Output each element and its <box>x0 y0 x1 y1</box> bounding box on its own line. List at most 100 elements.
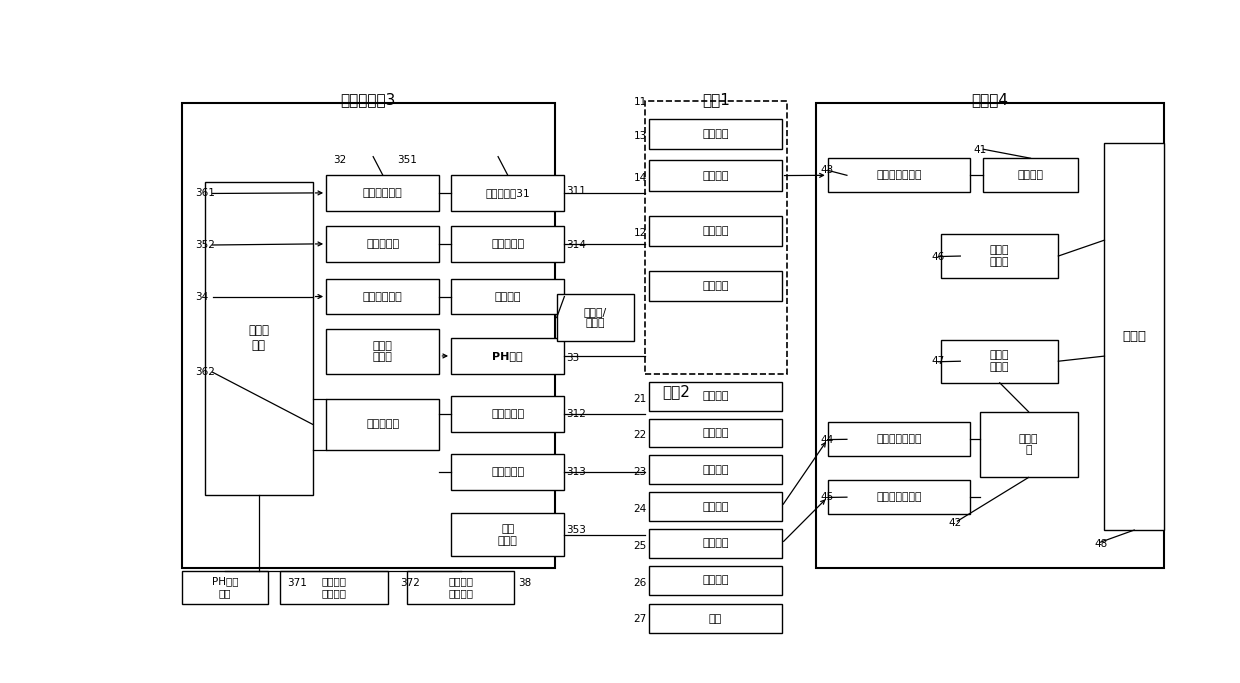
Bar <box>557 294 634 341</box>
Bar <box>649 566 781 595</box>
Text: 无线数据
上传模块: 无线数据 上传模块 <box>448 576 474 598</box>
Text: 第三入液口: 第三入液口 <box>491 466 525 477</box>
Bar <box>649 270 781 301</box>
Bar <box>451 175 564 211</box>
Text: 33: 33 <box>567 352 579 363</box>
Text: 第三光纤耦合器: 第三光纤耦合器 <box>877 492 921 502</box>
Text: 第一龙骨: 第一龙骨 <box>702 226 729 236</box>
Bar <box>816 103 1164 568</box>
Text: 第二光
源: 第二光 源 <box>1019 434 1038 456</box>
Text: 26: 26 <box>634 578 647 587</box>
Text: 第一入液口: 第一入液口 <box>491 239 525 249</box>
Text: 出口接口: 出口接口 <box>495 292 521 301</box>
Text: 34: 34 <box>196 292 208 301</box>
Bar <box>326 329 439 374</box>
Bar <box>649 456 781 484</box>
Text: 第二基体: 第二基体 <box>702 391 729 401</box>
Text: 312: 312 <box>567 409 587 419</box>
Text: 第一基体: 第一基体 <box>702 129 729 139</box>
Text: 351: 351 <box>397 155 417 165</box>
Text: PH报警
电路: PH报警 电路 <box>212 576 238 598</box>
Text: 第二光纤耦合器: 第二光纤耦合器 <box>877 434 921 445</box>
Bar <box>649 419 781 447</box>
Text: 48: 48 <box>1095 539 1109 548</box>
Text: 353: 353 <box>567 525 587 535</box>
Text: 第二导管: 第二导管 <box>702 428 729 438</box>
Text: 27: 27 <box>634 615 647 624</box>
Text: 371: 371 <box>288 578 308 587</box>
Text: 第一液位开关: 第一液位开关 <box>363 188 403 198</box>
Bar <box>451 279 564 314</box>
Text: 唾液监测仪3: 唾液监测仪3 <box>341 92 396 107</box>
Text: PH电极: PH电极 <box>492 351 523 361</box>
Text: 352: 352 <box>196 240 216 250</box>
Bar <box>326 175 439 211</box>
Bar <box>649 161 781 191</box>
Text: 工控机: 工控机 <box>1122 331 1146 344</box>
Text: 24: 24 <box>634 504 647 514</box>
Bar <box>182 571 268 604</box>
Bar <box>983 158 1078 193</box>
Text: 23: 23 <box>634 467 647 477</box>
Text: 单片机
电路: 单片机 电路 <box>248 324 269 352</box>
Text: 45: 45 <box>820 492 833 503</box>
Bar <box>941 339 1058 382</box>
Bar <box>1105 143 1164 530</box>
Text: 第一光源: 第一光源 <box>1018 170 1044 180</box>
Text: 32: 32 <box>332 155 346 165</box>
Bar <box>182 103 554 568</box>
Bar <box>649 382 781 410</box>
Text: 第一驱
动电源: 第一驱 动电源 <box>990 245 1009 267</box>
Text: 43: 43 <box>820 165 833 176</box>
Bar <box>828 158 970 193</box>
Text: 44: 44 <box>820 434 833 445</box>
Bar <box>649 492 781 521</box>
Bar <box>828 422 970 456</box>
Text: 22: 22 <box>634 430 647 441</box>
Bar <box>407 571 515 604</box>
Text: 第一导管: 第一导管 <box>702 281 729 291</box>
Text: 第二液位开关: 第二液位开关 <box>363 292 403 301</box>
Text: 第二光纤: 第二光纤 <box>702 501 729 512</box>
Bar <box>980 412 1078 477</box>
Text: 46: 46 <box>931 251 945 262</box>
Bar <box>649 119 781 150</box>
Bar <box>828 480 970 514</box>
Text: 第三导管: 第三导管 <box>702 465 729 475</box>
Text: 第二龙骨: 第二龙骨 <box>702 575 729 585</box>
Text: 313: 313 <box>567 467 587 477</box>
Bar <box>941 234 1058 277</box>
Bar <box>645 101 787 374</box>
Text: 滤波放
大电路: 滤波放 大电路 <box>373 341 393 362</box>
Bar <box>205 182 312 494</box>
Text: 41: 41 <box>973 145 987 155</box>
Text: 42: 42 <box>949 518 962 528</box>
Bar <box>326 279 439 314</box>
Text: 12: 12 <box>634 228 647 238</box>
Text: 第一光纤耦合器: 第一光纤耦合器 <box>877 170 921 180</box>
Bar <box>326 226 439 262</box>
Text: 注射器/
真空泵: 注射器/ 真空泵 <box>584 307 606 329</box>
Bar <box>649 529 781 558</box>
Text: 13: 13 <box>634 130 647 141</box>
Text: 唾液流率
报警电路: 唾液流率 报警电路 <box>321 576 346 598</box>
Text: 362: 362 <box>196 367 216 377</box>
Bar <box>451 396 564 432</box>
Text: 舌托1: 舌托1 <box>702 92 730 107</box>
Text: 第二驱
动电源: 第二驱 动电源 <box>990 350 1009 372</box>
Bar <box>326 399 439 450</box>
Text: 光疗仪4: 光疗仪4 <box>972 92 1008 107</box>
Text: 314: 314 <box>567 240 587 250</box>
Text: 唾液收集腔31: 唾液收集腔31 <box>485 188 529 198</box>
Text: 第一电磁阀: 第一电磁阀 <box>366 239 399 249</box>
Bar <box>280 571 388 604</box>
Text: 第一光纤: 第一光纤 <box>702 171 729 180</box>
Text: 第三光纤: 第三光纤 <box>702 538 729 548</box>
Text: 361: 361 <box>196 189 216 199</box>
Text: 第二电磁阀: 第二电磁阀 <box>366 419 399 430</box>
Text: 14: 14 <box>634 173 647 182</box>
Bar <box>649 604 781 633</box>
Text: 25: 25 <box>634 541 647 550</box>
Bar <box>649 216 781 246</box>
Text: 21: 21 <box>634 393 647 404</box>
